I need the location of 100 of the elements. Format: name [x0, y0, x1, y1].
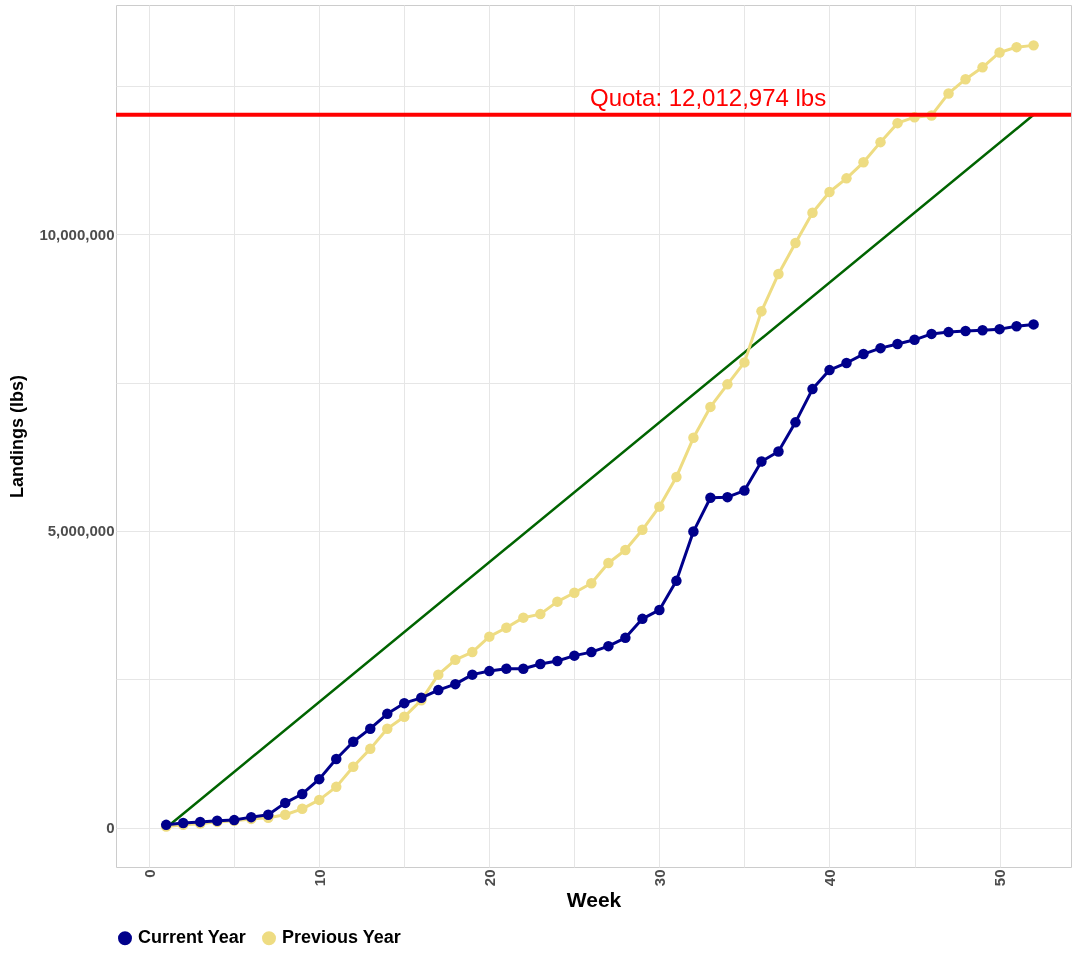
point — [943, 326, 954, 338]
point — [331, 753, 342, 765]
point — [484, 631, 495, 642]
point — [926, 328, 937, 340]
point — [535, 608, 546, 620]
y-axis-title: Landings (lbs) — [7, 375, 28, 498]
point — [450, 678, 461, 690]
point — [1011, 41, 1022, 53]
point — [705, 401, 716, 413]
x-axis-title: Week — [566, 888, 622, 912]
point — [450, 654, 461, 666]
point — [994, 47, 1005, 58]
y-tick-label: 0 — [106, 819, 115, 837]
point — [892, 117, 903, 129]
point — [586, 646, 597, 658]
point — [671, 471, 682, 483]
point — [484, 665, 495, 677]
point — [365, 743, 376, 755]
point — [1028, 40, 1039, 51]
point — [773, 446, 784, 457]
point — [637, 524, 648, 536]
point — [790, 417, 801, 428]
point — [875, 136, 886, 148]
point — [756, 306, 767, 317]
point — [501, 663, 512, 674]
point — [603, 557, 614, 569]
point — [722, 491, 733, 503]
point — [841, 357, 852, 369]
point — [433, 684, 444, 696]
point — [382, 723, 393, 734]
point — [688, 526, 699, 537]
point — [739, 485, 750, 496]
point — [518, 663, 529, 674]
point — [977, 325, 988, 336]
ref-line-label: Quota: 12,012,974 lbs — [590, 83, 827, 111]
point — [382, 708, 393, 720]
x-tick-label: 30 — [650, 869, 668, 887]
point — [501, 622, 512, 633]
point — [994, 323, 1005, 335]
point — [279, 809, 291, 820]
point — [433, 669, 444, 680]
point — [705, 492, 716, 503]
point — [467, 669, 478, 680]
x-tick-label: 20 — [480, 869, 498, 887]
point — [960, 73, 971, 85]
point — [875, 342, 886, 354]
point — [654, 604, 665, 616]
point — [586, 577, 597, 589]
point — [348, 736, 359, 747]
point — [892, 338, 903, 350]
point — [637, 613, 648, 625]
point — [296, 788, 308, 800]
point — [620, 632, 631, 644]
point — [399, 697, 410, 709]
point — [314, 773, 325, 785]
point — [909, 334, 920, 346]
point — [348, 761, 359, 772]
point — [314, 794, 325, 806]
point — [722, 379, 733, 390]
point — [824, 364, 835, 376]
point — [841, 173, 852, 184]
x-tick-label: 50 — [991, 869, 1009, 887]
x-tick-label: 40 — [820, 869, 838, 887]
point — [858, 157, 869, 168]
point — [365, 723, 376, 734]
point — [671, 575, 682, 587]
point — [824, 186, 835, 198]
point — [467, 646, 478, 658]
legend-label: Current Year — [138, 927, 246, 948]
point — [620, 544, 631, 556]
legend-label: Previous Year — [282, 927, 401, 948]
point — [569, 587, 580, 598]
y-tick-label: 5,000,000 — [47, 522, 115, 540]
point — [756, 456, 767, 467]
point — [279, 797, 291, 809]
point — [858, 348, 869, 360]
x-tick-label: 0 — [140, 869, 158, 878]
x-tick-label: 10 — [310, 869, 328, 887]
point — [331, 781, 342, 793]
point — [399, 711, 410, 723]
point — [960, 325, 971, 337]
point — [518, 612, 529, 623]
point — [943, 88, 954, 99]
point — [807, 207, 818, 219]
point — [569, 650, 580, 661]
point — [977, 62, 988, 73]
point — [654, 501, 665, 512]
point — [296, 803, 308, 815]
point — [790, 237, 801, 249]
point — [807, 383, 818, 395]
point — [552, 655, 563, 667]
point — [535, 658, 546, 670]
y-tick-label: 10,000,000 — [39, 225, 115, 243]
point — [1011, 320, 1022, 332]
point — [552, 596, 563, 607]
point — [1028, 319, 1039, 330]
point — [603, 640, 614, 652]
point — [739, 357, 750, 368]
point — [773, 268, 784, 280]
point — [688, 432, 699, 444]
